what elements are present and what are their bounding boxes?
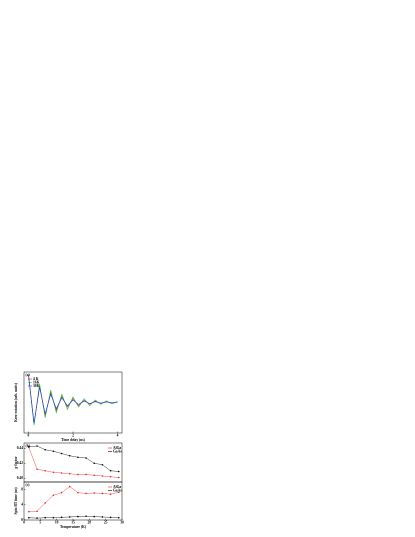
panel-label: (c): [26, 483, 31, 487]
data-point: [117, 516, 120, 519]
legend-label: AlGa: [113, 446, 121, 450]
data-point: [85, 473, 87, 476]
y-axis-label: g-factor: [14, 456, 18, 469]
data-point: [117, 491, 120, 494]
data-point: [93, 515, 96, 518]
series-line: [28, 374, 118, 424]
data-point: [68, 516, 71, 518]
x-tick-label: 0: [28, 433, 30, 437]
data-point: [85, 457, 87, 459]
series-line: [28, 374, 118, 426]
data-point: [93, 474, 96, 477]
legend-label: AlGa: [113, 485, 121, 489]
data-point: [60, 516, 63, 519]
x-tick-label: 30: [120, 520, 124, 524]
y-tick-label: 0.40: [17, 476, 23, 480]
legend-label: GaAs: [113, 488, 122, 492]
x-tick-label: 2: [72, 433, 74, 437]
y-axis-label: Spin RT time (ns): [14, 487, 18, 515]
data-point: [52, 471, 55, 474]
data-point: [101, 463, 104, 466]
data-point: [28, 510, 30, 513]
data-point: [60, 491, 63, 494]
legend-label: 16K: [33, 380, 40, 384]
series-line: [28, 374, 118, 425]
plot-frame: [23, 481, 123, 521]
x-tick-label: 5: [39, 520, 41, 524]
series-line: [28, 447, 119, 478]
data-point: [85, 492, 87, 495]
x-tick-label: 15: [71, 520, 75, 524]
x-tick-label: 20: [88, 520, 92, 524]
y-tick-label: 0.44: [17, 446, 23, 450]
data-point: [101, 475, 104, 477]
legend-label: 30K: [33, 384, 40, 388]
data-point: [77, 456, 79, 459]
data-point: [60, 452, 63, 455]
data-point: [68, 454, 71, 457]
data-point: [44, 516, 47, 519]
y-tick-label: 8: [21, 487, 23, 491]
data-point: [117, 470, 120, 473]
data-point: [68, 485, 71, 488]
data-point: [60, 472, 63, 474]
series-line: [28, 515, 119, 519]
legend-label: GaAs: [113, 449, 122, 453]
data-point: [109, 516, 112, 519]
data-point: [28, 445, 30, 448]
data-point: [52, 516, 55, 519]
panel-label: (a): [26, 373, 31, 377]
data-point: [101, 492, 104, 495]
y-tick-label: 0.42: [17, 461, 23, 465]
x-tick-label: 25: [104, 520, 108, 524]
data-point: [36, 510, 38, 513]
y-tick-label: 4: [21, 503, 23, 507]
data-point: [36, 445, 38, 447]
data-point: [68, 472, 71, 475]
data-point: [36, 517, 38, 519]
data-point: [36, 468, 38, 471]
data-point: [109, 475, 112, 478]
data-point: [52, 494, 55, 497]
x-tick-label: 4: [117, 433, 119, 437]
x-axis-label: Temperature (K): [60, 525, 87, 529]
data-point: [85, 515, 87, 517]
y-tick-label: 0: [21, 518, 23, 522]
legend-label: 4 K: [33, 377, 39, 381]
plot-frame: [23, 442, 123, 483]
data-point: [93, 492, 96, 494]
x-axis-label: Time delay (ns): [61, 438, 85, 442]
data-point: [93, 462, 96, 465]
x-tick-label: 0: [23, 520, 25, 524]
data-point: [117, 476, 120, 479]
x-tick-label: 10: [55, 520, 59, 524]
data-point: [109, 469, 112, 472]
data-point: [44, 502, 47, 504]
y-axis-label: Kerr rotation (arb. units): [14, 382, 18, 422]
series-line: [28, 445, 119, 472]
panel-label: (b): [26, 444, 31, 448]
data-point: [44, 469, 47, 472]
data-point: [77, 515, 79, 518]
data-point: [28, 516, 30, 519]
series-line: [28, 486, 119, 512]
data-point: [77, 473, 79, 476]
data-point: [44, 448, 47, 451]
data-point: [109, 493, 112, 495]
data-point: [77, 491, 79, 494]
data-point: [101, 516, 104, 518]
data-point: [52, 450, 55, 453]
